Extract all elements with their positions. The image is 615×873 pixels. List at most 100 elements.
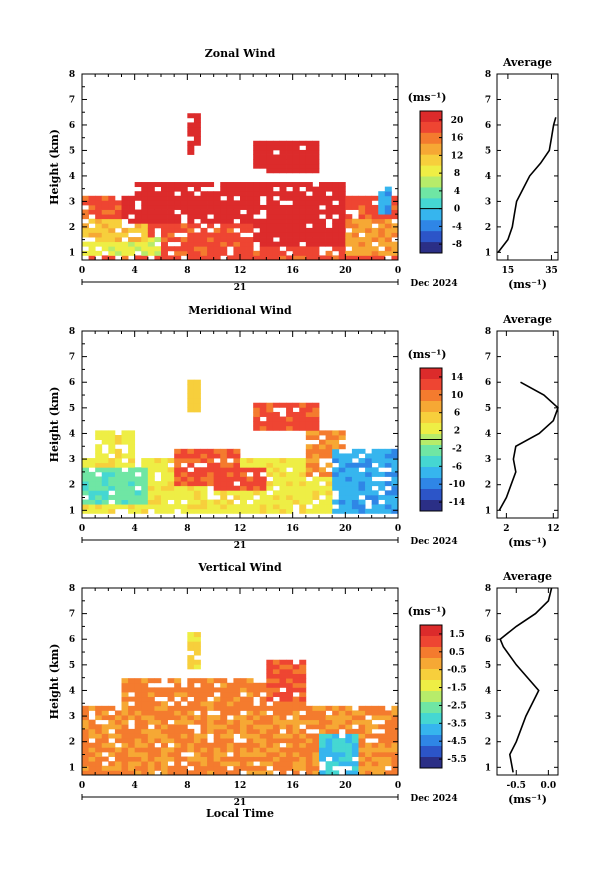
heatmap-cell	[391, 751, 399, 757]
heatmap-cell	[351, 241, 359, 247]
heatmap-cell	[371, 765, 379, 771]
heatmap-cell	[338, 485, 346, 491]
colorbar-segment	[420, 483, 442, 490]
heatmap-cell	[167, 756, 175, 762]
heatmap-cell	[193, 490, 201, 496]
heatmap-cell	[240, 458, 247, 464]
heatmap-cell	[82, 232, 89, 238]
heatmap-cell	[253, 425, 261, 431]
heatmap-cell	[266, 499, 274, 505]
heatmap-cell	[226, 733, 234, 739]
heatmap-cell	[180, 186, 188, 192]
heatmap-cell	[114, 485, 122, 491]
heatmap-cell	[384, 186, 392, 192]
profile-y-tick-label: 5	[485, 661, 491, 671]
heatmap-cell	[338, 435, 346, 441]
heatmap-cell	[332, 471, 340, 477]
heatmap-cell	[305, 471, 313, 477]
heatmap-cell	[200, 701, 208, 707]
heatmap-cell	[312, 407, 320, 413]
heatmap-cell	[193, 241, 201, 247]
heatmap-cell	[193, 398, 201, 404]
heatmap-cell	[193, 255, 201, 261]
heatmap-cell	[371, 499, 379, 505]
heatmap-cell	[141, 494, 149, 500]
heatmap-cell	[371, 471, 379, 477]
heatmap-cell	[253, 765, 261, 771]
heatmap-cell	[371, 756, 379, 762]
x-tick-label: 0	[79, 781, 85, 791]
colorbar-tick-label: 1.5	[449, 630, 465, 640]
heatmap-cell	[193, 186, 201, 192]
heatmap-cell	[325, 255, 333, 261]
heatmap-cell	[240, 504, 247, 510]
heatmap-cell	[378, 453, 386, 459]
heatmap-cell	[213, 218, 221, 224]
heatmap-cell	[299, 687, 307, 693]
heatmap-cell	[246, 476, 254, 482]
heatmap-cell	[246, 678, 254, 684]
y-tick-label: 6	[69, 378, 75, 388]
heatmap-cell	[187, 701, 195, 707]
heatmap-cell	[272, 227, 280, 233]
heatmap-cell	[312, 467, 320, 473]
heatmap-cell	[286, 485, 294, 491]
heatmap-cell	[351, 223, 359, 229]
heatmap-cell	[246, 719, 254, 725]
heatmap-cell	[193, 705, 201, 711]
heatmap-cell	[384, 227, 392, 233]
heatmap-cell	[240, 214, 247, 220]
heatmap-cell	[266, 140, 274, 146]
heatmap-cell	[108, 481, 116, 487]
heatmap-cell	[207, 182, 215, 188]
heatmap-cell	[207, 462, 215, 468]
heatmap-cell	[345, 733, 353, 739]
heatmap-cell	[338, 476, 346, 482]
heatmap-cell	[272, 462, 280, 468]
heatmap-cell	[272, 715, 280, 721]
heatmap-cell	[88, 705, 96, 711]
heatmap-cell	[233, 223, 241, 229]
x-tick-label: 8	[184, 781, 190, 791]
heatmap-cell	[365, 719, 373, 725]
heatmap-cell	[292, 728, 300, 734]
heatmap-cell	[266, 682, 274, 688]
heatmap-cell	[95, 458, 103, 464]
heatmap-cell	[351, 200, 359, 206]
heatmap-cell	[338, 504, 346, 510]
heatmap-cell	[147, 241, 155, 247]
heatmap-cell	[95, 237, 103, 243]
heatmap-cell	[121, 747, 129, 753]
heatmap-cell	[253, 490, 261, 496]
heatmap-cell	[240, 485, 247, 491]
heatmap-cell	[246, 765, 254, 771]
heatmap-cell	[279, 664, 287, 670]
heatmap-cell	[233, 214, 241, 220]
heatmap-cell	[286, 237, 294, 243]
heatmap-cell	[272, 761, 280, 767]
heatmap-cell	[365, 761, 373, 767]
heatmap-cell	[338, 430, 346, 436]
heatmap-cell	[134, 214, 142, 220]
heatmap-cell	[286, 687, 294, 693]
heatmap-cell	[95, 738, 103, 744]
heatmap-cell	[147, 182, 155, 188]
heatmap-cell	[378, 191, 386, 197]
heatmap-cell	[233, 490, 241, 496]
heatmap-cell	[378, 705, 386, 711]
heatmap-cell	[220, 701, 228, 707]
colorbar-segment	[420, 165, 442, 172]
heatmap-cell	[95, 747, 103, 753]
heatmap-cell	[95, 494, 103, 500]
heatmap-cell	[114, 715, 122, 721]
heatmap-cell	[82, 761, 89, 767]
x-tick-label: 4	[132, 266, 138, 276]
heatmap-cell	[266, 149, 274, 155]
heatmap-cell	[128, 444, 136, 450]
heatmap-cell	[299, 481, 307, 487]
heatmap-cell	[134, 476, 142, 482]
heatmap-cell	[391, 209, 399, 215]
heatmap-cell	[246, 255, 254, 261]
heatmap-cell	[128, 448, 136, 454]
profile-line	[497, 117, 557, 253]
